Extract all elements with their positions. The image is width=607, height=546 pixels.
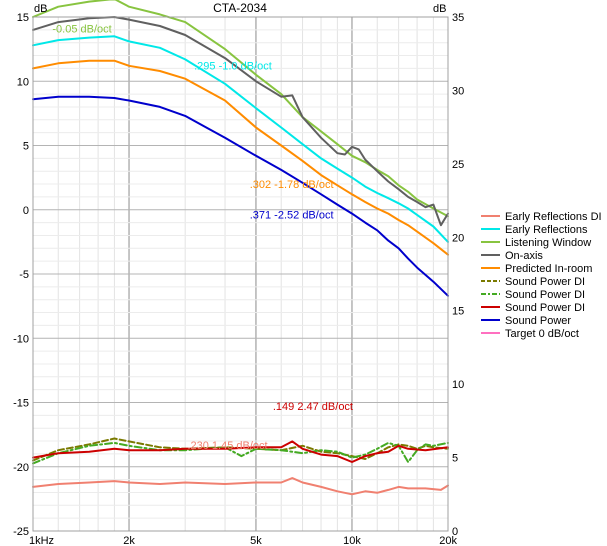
series-line-predicted-in-room-4 [32, 59, 449, 256]
series-line-sound-power-di-7 [32, 440, 449, 463]
y-right-tick-label: 30 [452, 85, 464, 97]
legend-entry: Sound Power [505, 315, 571, 327]
y-left-tick-label: 15 [17, 12, 29, 24]
slope-annotation: .295 -1.0 dB/oct [194, 61, 272, 73]
x-tick-label: 20k [439, 535, 457, 546]
legend-entry: Sound Power DI [505, 302, 585, 314]
y-left-tick-label: -20 [13, 462, 29, 474]
y-right-tick-label: 25 [452, 159, 464, 171]
legend-entry: Predicted In-room [505, 263, 592, 275]
series-layer [32, 0, 449, 496]
series-line-listening-window-2 [32, 0, 449, 218]
x-tick-label: 5k [250, 535, 262, 546]
x-tick-label: 1kHz [29, 535, 54, 546]
y-left-tick-label: 5 [23, 141, 29, 153]
grid-lines [32, 16, 449, 532]
y-right-tick-label: 5 [452, 453, 458, 465]
slope-annotation: .230 1.45 dB/oct [187, 440, 267, 452]
series-line-on-axis-3 [32, 16, 449, 227]
plot-frame [32, 16, 449, 532]
y-left-tick-label: 0 [23, 205, 29, 217]
legend-entry: Target 0 dB/oct [505, 328, 579, 340]
legend-entry: Listening Window [505, 237, 591, 249]
tick-labels: 15 10 5 0 -5 -10 -15 -20 -25 35 30 25 20 15 10 5 0 1kHz 2k… [13, 12, 464, 546]
slope-annotation: -0.05 dB/oct [52, 23, 111, 35]
chart-title: CTA-2034 [213, 1, 267, 15]
legend-entry: Early Reflections [505, 224, 588, 236]
slope-annotation: .371 -2.52 dB/oct [250, 210, 334, 222]
legend-entry: On-axis [505, 250, 543, 262]
series-line-sound-power-8 [32, 95, 449, 297]
series-line-sound-power-di-5 [32, 437, 449, 462]
y-right-tick-label: 10 [452, 379, 464, 391]
legend-entry: Sound Power DI [505, 289, 585, 301]
annotations: -0.05 dB/oct .295 -1.0 dB/oct .302 -1.78 d… [52, 23, 353, 451]
y-left-tick-label: -15 [13, 398, 29, 410]
y-right-tick-label: 0 [452, 526, 458, 538]
y-left-tick-label: 10 [17, 76, 29, 88]
y-right-tick-label: 35 [452, 12, 464, 24]
legend-entry: Sound Power DI [505, 276, 585, 288]
left-axis-unit: dB [34, 3, 47, 15]
y-right-tick-label: 20 [452, 232, 464, 244]
x-tick-label: 10k [343, 535, 361, 546]
legend-entry: Early Reflections DI [505, 211, 602, 223]
series-line-early-reflections-1 [32, 35, 449, 243]
y-left-tick-label: -25 [13, 526, 29, 538]
slope-annotation: .149 2.47 dB/oct [273, 401, 353, 413]
series-line-early-reflections-di-0 [32, 477, 449, 496]
right-axis-unit: dB [433, 3, 446, 15]
x-tick-label: 2k [123, 535, 135, 546]
y-left-tick-label: -5 [19, 269, 29, 281]
slope-annotation: .302 -1.78 dB/oct [250, 179, 334, 191]
y-left-tick-label: -10 [13, 333, 29, 345]
y-right-tick-label: 15 [452, 306, 464, 318]
